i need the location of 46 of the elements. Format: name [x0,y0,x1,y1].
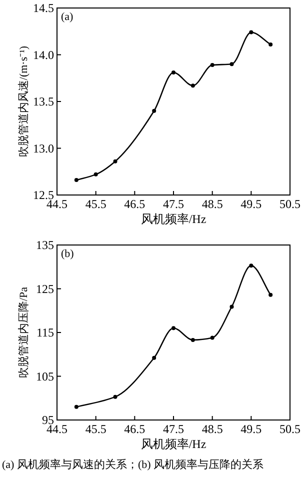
point [249,264,254,268]
y-axis-title: 吹脱管道内风速/(m·s⁻¹) [17,46,30,158]
y-tick-label: 125 [36,282,54,296]
point [152,108,156,113]
x-tick-label: 50.5 [280,422,300,436]
point [210,63,214,68]
y-tick-label: 14.0 [33,48,54,62]
point [268,42,273,46]
x-tick-label: 47.5 [163,197,184,211]
x-tick-label: 46.5 [124,422,146,436]
point [113,394,118,399]
point [172,326,176,330]
point [210,336,214,340]
x-tick-label: 49.5 [240,197,262,211]
point [74,404,78,409]
point [230,62,234,66]
x-tick-label: 48.5 [202,422,223,436]
point [152,356,156,360]
x-tick-label: 49.5 [240,422,262,436]
point [230,304,234,309]
y-tick-label: 13.0 [33,141,54,156]
chart-title: (b) [61,248,74,260]
point [190,338,195,342]
point [74,178,78,182]
x-tick-label: 47.5 [163,422,184,436]
point [113,159,118,164]
y-axis-title: 吹脱管道内压降/Pa [17,286,30,378]
x-tick-label: 46.5 [124,197,146,211]
y-tick-label: 14.5 [33,1,54,15]
point [190,84,195,88]
point [268,292,273,297]
text: (a) 风机频率与风速的关系；(b) 风机频率与压降的关系 [2,458,264,471]
point [94,172,98,176]
x-tick-label: 48.5 [202,197,223,211]
x-axis-title: 风机频率/Hz [140,437,206,451]
point [172,70,176,75]
y-tick-label: 105 [36,369,54,384]
y-tick-label: 115 [36,326,54,340]
x-tick-label: 45.5 [85,197,106,211]
point [249,30,254,34]
x-tick-label: 45.5 [85,422,106,436]
x-tick-label: 50.5 [280,197,300,211]
chart-title: (a) [61,11,74,23]
y-tick-label: 135 [36,238,54,252]
y-tick-label: 13.5 [33,94,54,108]
x-axis-title: 风机频率/Hz [140,212,206,226]
